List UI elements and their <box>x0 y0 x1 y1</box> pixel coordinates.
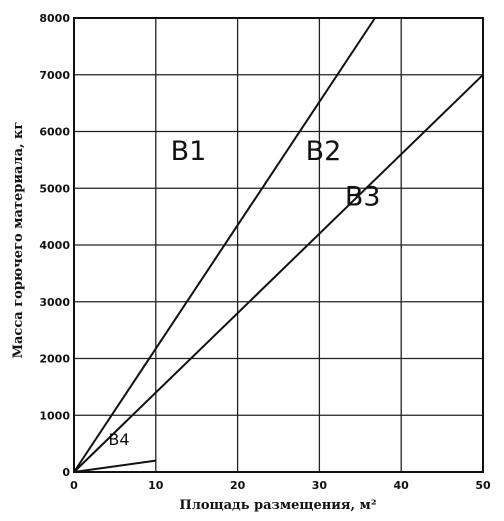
series-lines <box>73 17 484 473</box>
plot-frame <box>73 17 484 473</box>
plot-border <box>73 17 484 473</box>
y-tick-label: 6000 <box>39 126 70 139</box>
x-tick-label: 30 <box>312 479 328 492</box>
x-axis-title: Площадь размещения, м² <box>179 498 376 513</box>
series-line-1 <box>73 17 376 473</box>
y-tick-label: 5000 <box>39 182 70 195</box>
region-label-b4: B4 <box>108 430 129 449</box>
series-line-3 <box>73 459 156 473</box>
region-label-b3: B3 <box>345 181 381 212</box>
region-label-b1: B1 <box>171 136 207 167</box>
y-tick-label: 1000 <box>39 409 70 422</box>
y-tick-label: 3000 <box>39 296 70 309</box>
y-tick-label: 4000 <box>39 239 70 252</box>
x-tick-label: 50 <box>475 479 491 492</box>
x-tick-label: 10 <box>148 479 164 492</box>
x-tick-labels: 0 10 20 30 40 50 <box>70 479 491 492</box>
x-tick-label: 0 <box>70 479 78 492</box>
x-tick-label: 20 <box>230 479 246 492</box>
series-line-2 <box>73 74 484 473</box>
y-tick-label: 0 <box>62 466 70 479</box>
y-axis-title: Масса горючего материала, кг <box>11 122 26 359</box>
y-tick-label: 7000 <box>39 69 70 82</box>
grid <box>73 17 484 473</box>
y-tick-labels: 0 1000 2000 3000 4000 5000 6000 7000 8000 <box>39 12 70 479</box>
region-label-b2: B2 <box>306 136 342 167</box>
y-tick-label: 2000 <box>39 353 70 366</box>
y-tick-label: 8000 <box>39 12 70 25</box>
x-tick-label: 40 <box>394 479 410 492</box>
